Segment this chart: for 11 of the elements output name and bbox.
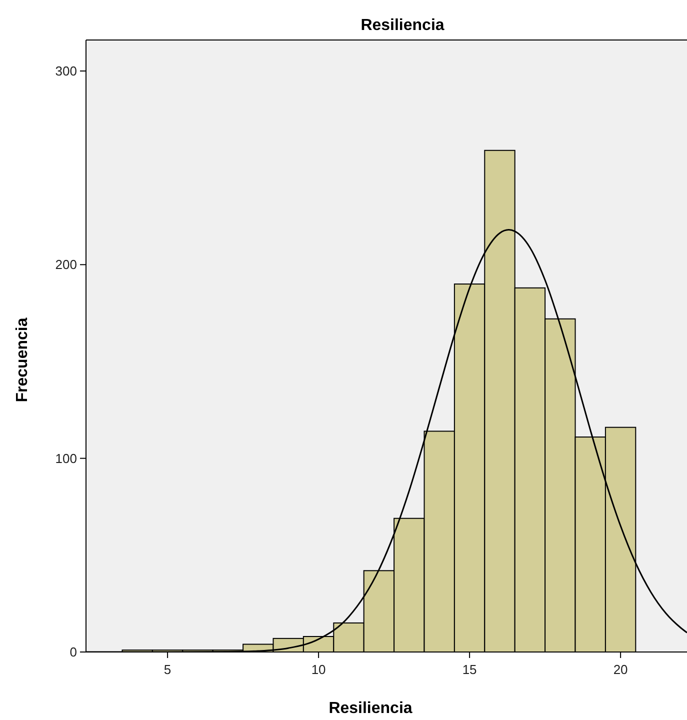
x-tick-label: 15 (462, 662, 477, 677)
y-tick-label: 300 (55, 64, 77, 79)
x-tick-label: 10 (311, 662, 326, 677)
y-axis-title: Frecuencia (14, 318, 31, 402)
x-axis-title: Resiliencia (328, 700, 412, 717)
x-tick-label: 20 (613, 662, 628, 677)
y-tick-label: 200 (55, 257, 77, 272)
x-tick-label: 5 (164, 662, 172, 677)
y-tick-label: 0 (70, 644, 77, 660)
chart-title: Resiliencia (360, 17, 444, 34)
y-tick-label: 100 (55, 450, 77, 466)
